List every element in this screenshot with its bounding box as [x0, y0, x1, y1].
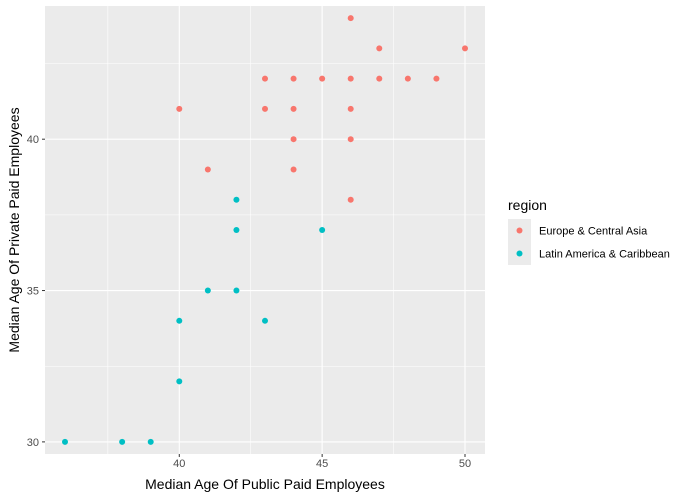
y-axis-ticks: 30 35 40: [27, 134, 45, 449]
x-axis-title: Median Age Of Public Paid Employees: [145, 476, 385, 492]
data-point-series-0: [291, 106, 297, 112]
data-point-series-1: [148, 439, 154, 445]
data-point-series-1: [233, 197, 239, 203]
legend-key-europe: [517, 228, 523, 234]
data-point-series-0: [348, 197, 354, 203]
data-point-series-0: [405, 76, 411, 82]
data-point-series-1: [319, 227, 325, 233]
data-point-series-0: [376, 76, 382, 82]
data-point-series-1: [262, 318, 268, 324]
data-point-series-0: [348, 136, 354, 142]
y-axis-title: Median Age Of Private Paid Employees: [6, 107, 22, 352]
y-tick-label: 35: [27, 286, 39, 298]
data-point-series-0: [319, 76, 325, 82]
panel-background: [45, 6, 485, 454]
x-axis-ticks: 40 45 50: [173, 454, 471, 470]
data-point-series-1: [176, 378, 182, 384]
data-point-series-0: [348, 76, 354, 82]
data-point-series-1: [62, 439, 68, 445]
data-point-series-1: [233, 227, 239, 233]
data-point-series-0: [433, 76, 439, 82]
data-point-series-1: [176, 318, 182, 324]
data-point-series-0: [262, 76, 268, 82]
legend-label-europe: Europe & Central Asia: [539, 226, 648, 238]
x-tick-label: 40: [173, 458, 185, 470]
data-point-series-0: [291, 76, 297, 82]
data-point-series-0: [348, 15, 354, 21]
data-point-series-0: [176, 106, 182, 112]
data-point-series-0: [462, 45, 468, 51]
data-point-series-1: [205, 288, 211, 294]
data-point-series-1: [233, 288, 239, 294]
data-point-series-0: [291, 136, 297, 142]
data-point-series-0: [376, 45, 382, 51]
data-point-series-0: [262, 106, 268, 112]
legend-label-latam: Latin America & Caribbean: [539, 249, 670, 261]
data-point-series-0: [291, 166, 297, 172]
data-point-series-0: [348, 106, 354, 112]
x-tick-label: 45: [316, 458, 328, 470]
data-point-series-1: [119, 439, 125, 445]
y-tick-label: 40: [27, 134, 39, 146]
legend-title: region: [508, 197, 547, 213]
legend-key-latam: [517, 251, 523, 257]
data-point-series-0: [205, 166, 211, 172]
y-tick-label: 30: [27, 437, 39, 449]
legend: region Europe & Central Asia Latin Ameri…: [508, 197, 670, 265]
x-tick-label: 50: [459, 458, 471, 470]
